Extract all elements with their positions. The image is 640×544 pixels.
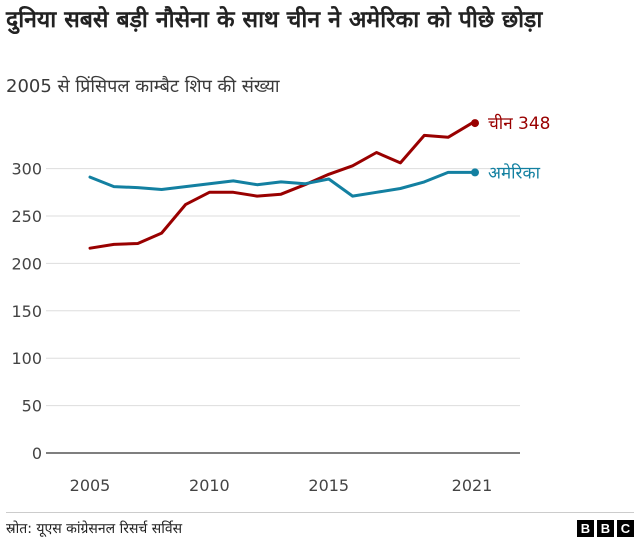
x-tick-label: 2015 (308, 476, 349, 495)
chart-subtitle: 2005 से प्रिंसिपल काम्बैट शिप की संख्या (6, 76, 280, 97)
y-tick-label: 100 (11, 349, 42, 368)
x-tick-label: 2021 (452, 476, 493, 495)
series (88, 119, 479, 250)
series-end-label-1: अमेरिका (488, 162, 541, 183)
bbc-logo-letter-b2: B (597, 520, 614, 537)
source-note: स्रोत: यूएस कांग्रेसनल रिसर्च सर्विस (6, 521, 183, 537)
x-tick-label: 2010 (189, 476, 230, 495)
series-end-point-1 (471, 168, 479, 177)
y-tick-label: 200 (11, 254, 42, 273)
y-tick-label: 250 (11, 207, 42, 226)
series-line-0 (88, 121, 474, 250)
x-tick-label: 2005 (70, 476, 111, 495)
series-line-1 (88, 170, 474, 198)
y-tick-label: 50 (22, 397, 42, 416)
y-tick-label: 300 (11, 160, 42, 179)
labels: 0 50 100 150 200 250 300 2005 2010 2015 2021 चीन 34… (11, 113, 550, 495)
series-end-point-0 (471, 119, 479, 128)
y-tick-label: 150 (11, 302, 42, 321)
bbc-logo: B B C (577, 520, 634, 537)
line-chart: 0 50 100 150 200 250 300 2005 2010 2015 2021 चीन 34… (11, 113, 550, 495)
bbc-logo-letter-c: C (617, 520, 634, 537)
footer-divider (6, 512, 634, 513)
series-end-label-0: चीन 348 (488, 113, 551, 134)
chart-title: दुनिया सबसे बड़ी नौसेना के साथ चीन ने अम… (6, 7, 543, 33)
y-tick-label: 0 (32, 444, 42, 463)
bbc-logo-letter-b1: B (577, 520, 594, 537)
gridlines (46, 168, 520, 407)
